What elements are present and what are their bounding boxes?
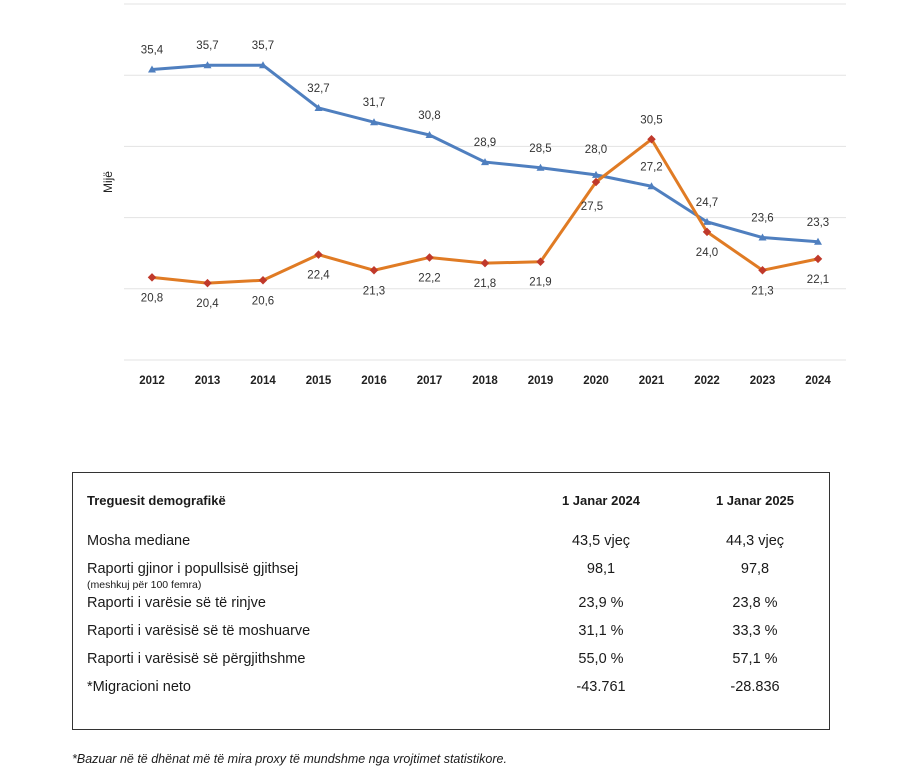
data-point-orange	[813, 254, 823, 264]
data-label-blue: 28,9	[474, 137, 496, 149]
data-point-blue	[647, 182, 656, 190]
cell-sex-ratio-2025: 97,8	[740, 561, 770, 577]
data-label-orange: 22,1	[807, 274, 829, 286]
data-point-blue	[259, 61, 267, 69]
cell-total-dependency-2025: 57,1 %	[732, 651, 778, 667]
data-label-orange: 30,5	[640, 114, 662, 126]
data-label-blue: 30,8	[418, 110, 440, 122]
demographic-indicators-table: Treguesit demografikë 1 Janar 2024 1 Jan…	[72, 472, 830, 730]
cell-sex-ratio-2024: 98,1	[586, 561, 616, 577]
data-point-blue	[758, 233, 767, 241]
cell-median-age-2024: 43,5 vjeç	[571, 533, 631, 549]
cell-youth-dependency-2024: 23,9 %	[578, 595, 624, 611]
x-tick-label: 2021	[639, 375, 665, 387]
data-label-orange: 21,8	[474, 278, 496, 290]
data-label-blue: 28,5	[529, 143, 551, 155]
data-label-orange: 24,0	[696, 247, 718, 259]
series-line-blue	[151, 63, 819, 244]
data-point-orange	[536, 257, 545, 266]
x-tick-label: 2020	[583, 375, 609, 387]
x-tick-label: 2023	[750, 375, 776, 387]
row-label-elderly-dependency: Raporti i varësisë së të moshuarve	[87, 623, 311, 639]
cell-median-age-2025: 44,3 vjeç	[725, 533, 785, 549]
data-point-orange	[147, 273, 157, 282]
cell-net-migration-2025: -28.836	[730, 679, 780, 695]
line-chart: Mijë 2012 2013 2014 2015 2016 2017 2018 2019 2020…	[101, 3, 846, 387]
x-tick-label: 2015	[306, 375, 332, 387]
data-point-orange	[258, 276, 268, 285]
footnote: *Bazuar në të dhënat më të mira proxy të…	[72, 752, 507, 766]
data-label-orange: 21,9	[529, 277, 551, 289]
x-tick-label: 2013	[195, 375, 221, 387]
data-label-orange: 20,8	[141, 292, 163, 304]
data-label-blue: 24,7	[696, 197, 718, 209]
data-point-blue	[703, 217, 711, 225]
data-point-orange	[758, 266, 767, 275]
data-label-blue: 23,3	[807, 217, 829, 229]
data-point-orange	[314, 250, 323, 259]
cell-elderly-dependency-2024: 31,1 %	[578, 623, 624, 639]
row-label-median-age: Mosha mediane	[87, 533, 191, 549]
data-point-blue	[814, 237, 822, 245]
data-point-orange	[480, 258, 490, 268]
data-label-blue: 27,2	[640, 161, 662, 173]
data-label-blue: 28,0	[585, 144, 607, 156]
x-tick-label: 2018	[472, 375, 498, 387]
table-header-label: Treguesit demografikë	[87, 493, 226, 508]
data-label-orange: 21,3	[751, 285, 773, 297]
x-tick-label: 2012	[139, 375, 165, 387]
data-label-orange: 21,3	[363, 285, 385, 297]
x-tick-label: 2014	[250, 375, 276, 387]
data-label-blue: 35,4	[141, 45, 164, 57]
cell-youth-dependency-2025: 23,8 %	[732, 595, 778, 611]
data-point-blue	[203, 61, 212, 69]
data-point-orange	[203, 278, 212, 288]
data-label-orange: 20,4	[196, 298, 219, 310]
data-point-blue	[481, 158, 489, 166]
row-sub-sex-ratio: (meshkuj për 100 femra)	[87, 579, 202, 591]
row-label-total-dependency: Raporti i varësisë së përgjithshme	[87, 651, 306, 667]
data-label-orange: 20,6	[252, 295, 274, 307]
data-label-blue: 35,7	[196, 40, 218, 52]
data-label-blue: 35,7	[252, 40, 274, 52]
data-label-blue: 32,7	[307, 83, 329, 95]
data-label-orange: 22,4	[307, 270, 330, 282]
data-point-blue	[425, 131, 434, 139]
x-tick-label: 2024	[805, 375, 831, 387]
data-label-orange: 22,2	[418, 272, 440, 284]
row-label-net-migration: *Migracioni neto	[87, 679, 191, 695]
cell-elderly-dependency-2025: 33,3 %	[732, 623, 778, 639]
table-header-col1: 1 Janar 2024	[561, 493, 641, 508]
data-point-blue	[592, 170, 600, 178]
data-label-orange: 27,5	[581, 201, 603, 213]
data-point-blue	[148, 65, 156, 73]
table-header-col2: 1 Janar 2025	[715, 493, 795, 508]
y-axis-label: Mijë	[101, 171, 115, 193]
row-label-youth-dependency: Raporti i varësie së të rinjve	[87, 595, 266, 611]
data-point-blue	[314, 103, 323, 111]
data-point-orange	[369, 266, 379, 275]
cell-total-dependency-2024: 55,0 %	[578, 651, 624, 667]
cell-net-migration-2024: -43.761	[576, 679, 626, 695]
x-tick-label: 2022	[694, 375, 720, 387]
data-label-blue: 23,6	[751, 213, 773, 225]
data-label-blue: 31,7	[363, 97, 385, 109]
x-tick-label: 2017	[417, 375, 443, 387]
x-tick-label: 2019	[528, 375, 554, 387]
data-point-blue	[536, 163, 545, 171]
row-label-sex-ratio: Raporti gjinor i popullsisë gjithsej	[87, 561, 299, 577]
data-point-blue	[370, 118, 378, 126]
data-point-orange	[425, 253, 434, 262]
x-tick-label: 2016	[361, 375, 387, 387]
